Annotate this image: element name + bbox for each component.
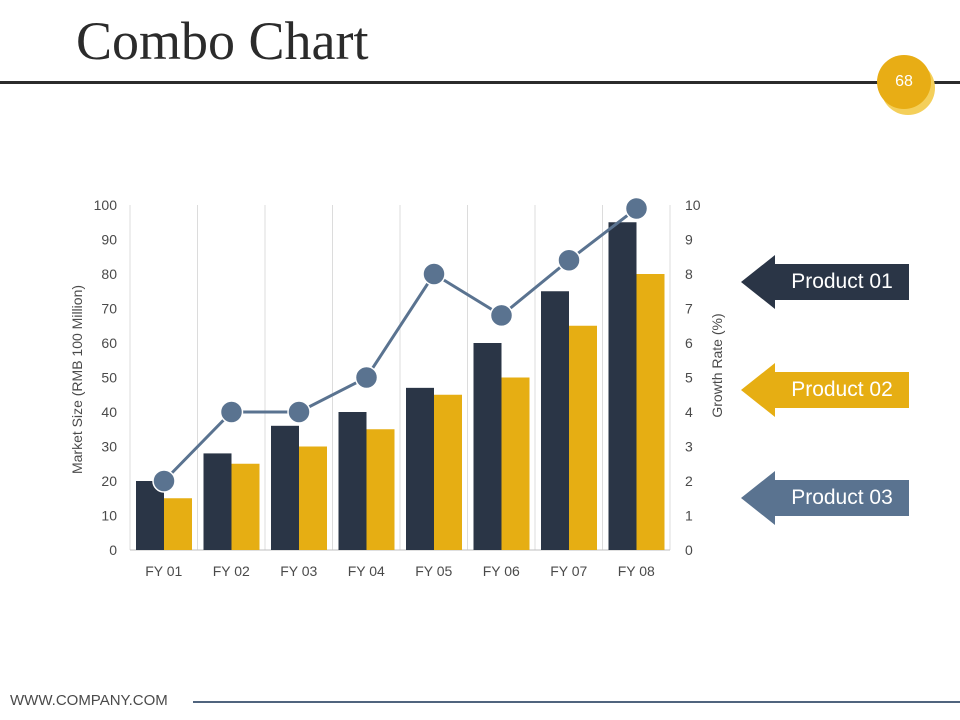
x-tick-label: FY 03 [280, 563, 317, 579]
x-tick-label: FY 07 [550, 563, 587, 579]
x-tick-label: FY 05 [415, 563, 452, 579]
bar-product-02 [366, 429, 395, 550]
line-point-product-03 [489, 303, 514, 328]
y-tick-label: 40 [101, 404, 117, 420]
y2-tick-label: 0 [685, 542, 693, 558]
y-tick-label: 0 [109, 542, 117, 558]
line-point-product-03 [219, 400, 244, 424]
legend-label: Product 03 [791, 486, 893, 509]
legend-arrow-shape [741, 363, 909, 417]
y-tick-label: 60 [101, 335, 117, 351]
bar-product-01 [338, 412, 367, 550]
legend-arrow-shape [741, 471, 909, 525]
line-point-product-03 [624, 196, 649, 221]
bar-product-01 [608, 222, 637, 550]
legend-product-03: Product 03 [741, 471, 909, 525]
bar-product-02 [434, 394, 462, 550]
y2-tick-label: 5 [685, 370, 693, 386]
y2-tick-label: 6 [685, 335, 693, 351]
header-divider [0, 81, 960, 84]
bar-product-02 [569, 325, 597, 550]
line-point-product-03 [354, 365, 379, 390]
y2-tick-label: 7 [685, 301, 693, 317]
footer-website: WWW.COMPANY.COM [10, 692, 168, 709]
y2-tick-label: 1 [685, 508, 693, 524]
bar-product-01 [136, 481, 164, 550]
x-tick-label: FY 06 [483, 563, 520, 579]
y2-tick-label: 10 [685, 197, 701, 213]
bar-product-02 [164, 498, 192, 550]
x-tick-label: FY 02 [213, 563, 250, 579]
line-point-product-03 [287, 400, 311, 424]
y-tick-label: 50 [101, 370, 117, 386]
legend-arrow-shape [741, 255, 909, 309]
bar-product-02 [231, 463, 260, 550]
x-tick-label: FY 08 [618, 563, 655, 579]
bar-product-02 [501, 377, 530, 550]
bar-product-01 [473, 343, 502, 550]
bar-product-02 [299, 446, 327, 550]
x-tick-label: FY 01 [145, 563, 182, 579]
legend-product-01: Product 01 [741, 255, 909, 309]
y2-tick-label: 9 [685, 232, 693, 248]
y-axis-title: Market Size (RMB 100 Million) [69, 285, 85, 474]
y2-tick-label: 8 [685, 266, 693, 282]
y2-tick-label: 2 [685, 473, 693, 489]
line-point-product-03 [422, 262, 446, 286]
bar-product-01 [406, 387, 434, 550]
legend-label: Product 01 [791, 270, 893, 293]
legend-product-02: Product 02 [741, 363, 909, 417]
y-tick-label: 30 [101, 439, 117, 455]
y2-axis-title: Growth Rate (%) [709, 313, 725, 417]
bar-product-01 [541, 291, 569, 550]
legend-label: Product 02 [791, 378, 893, 401]
y-tick-label: 100 [94, 197, 118, 213]
x-tick-label: FY 04 [348, 563, 385, 579]
y-tick-label: 80 [101, 266, 117, 282]
y-tick-label: 20 [101, 473, 117, 489]
y2-tick-label: 3 [685, 439, 693, 455]
page-number-badge: 68 [877, 55, 931, 109]
bar-product-01 [203, 453, 232, 550]
bar-product-02 [636, 274, 665, 550]
y-tick-label: 10 [101, 508, 117, 524]
y-tick-label: 90 [101, 232, 117, 248]
line-point-product-03 [152, 469, 176, 493]
y2-tick-label: 4 [685, 404, 693, 420]
y-tick-label: 70 [101, 301, 117, 317]
page-title: Combo Chart [76, 11, 369, 71]
bar-product-01 [271, 425, 299, 550]
line-point-product-03 [557, 248, 581, 272]
footer-divider [193, 701, 960, 703]
